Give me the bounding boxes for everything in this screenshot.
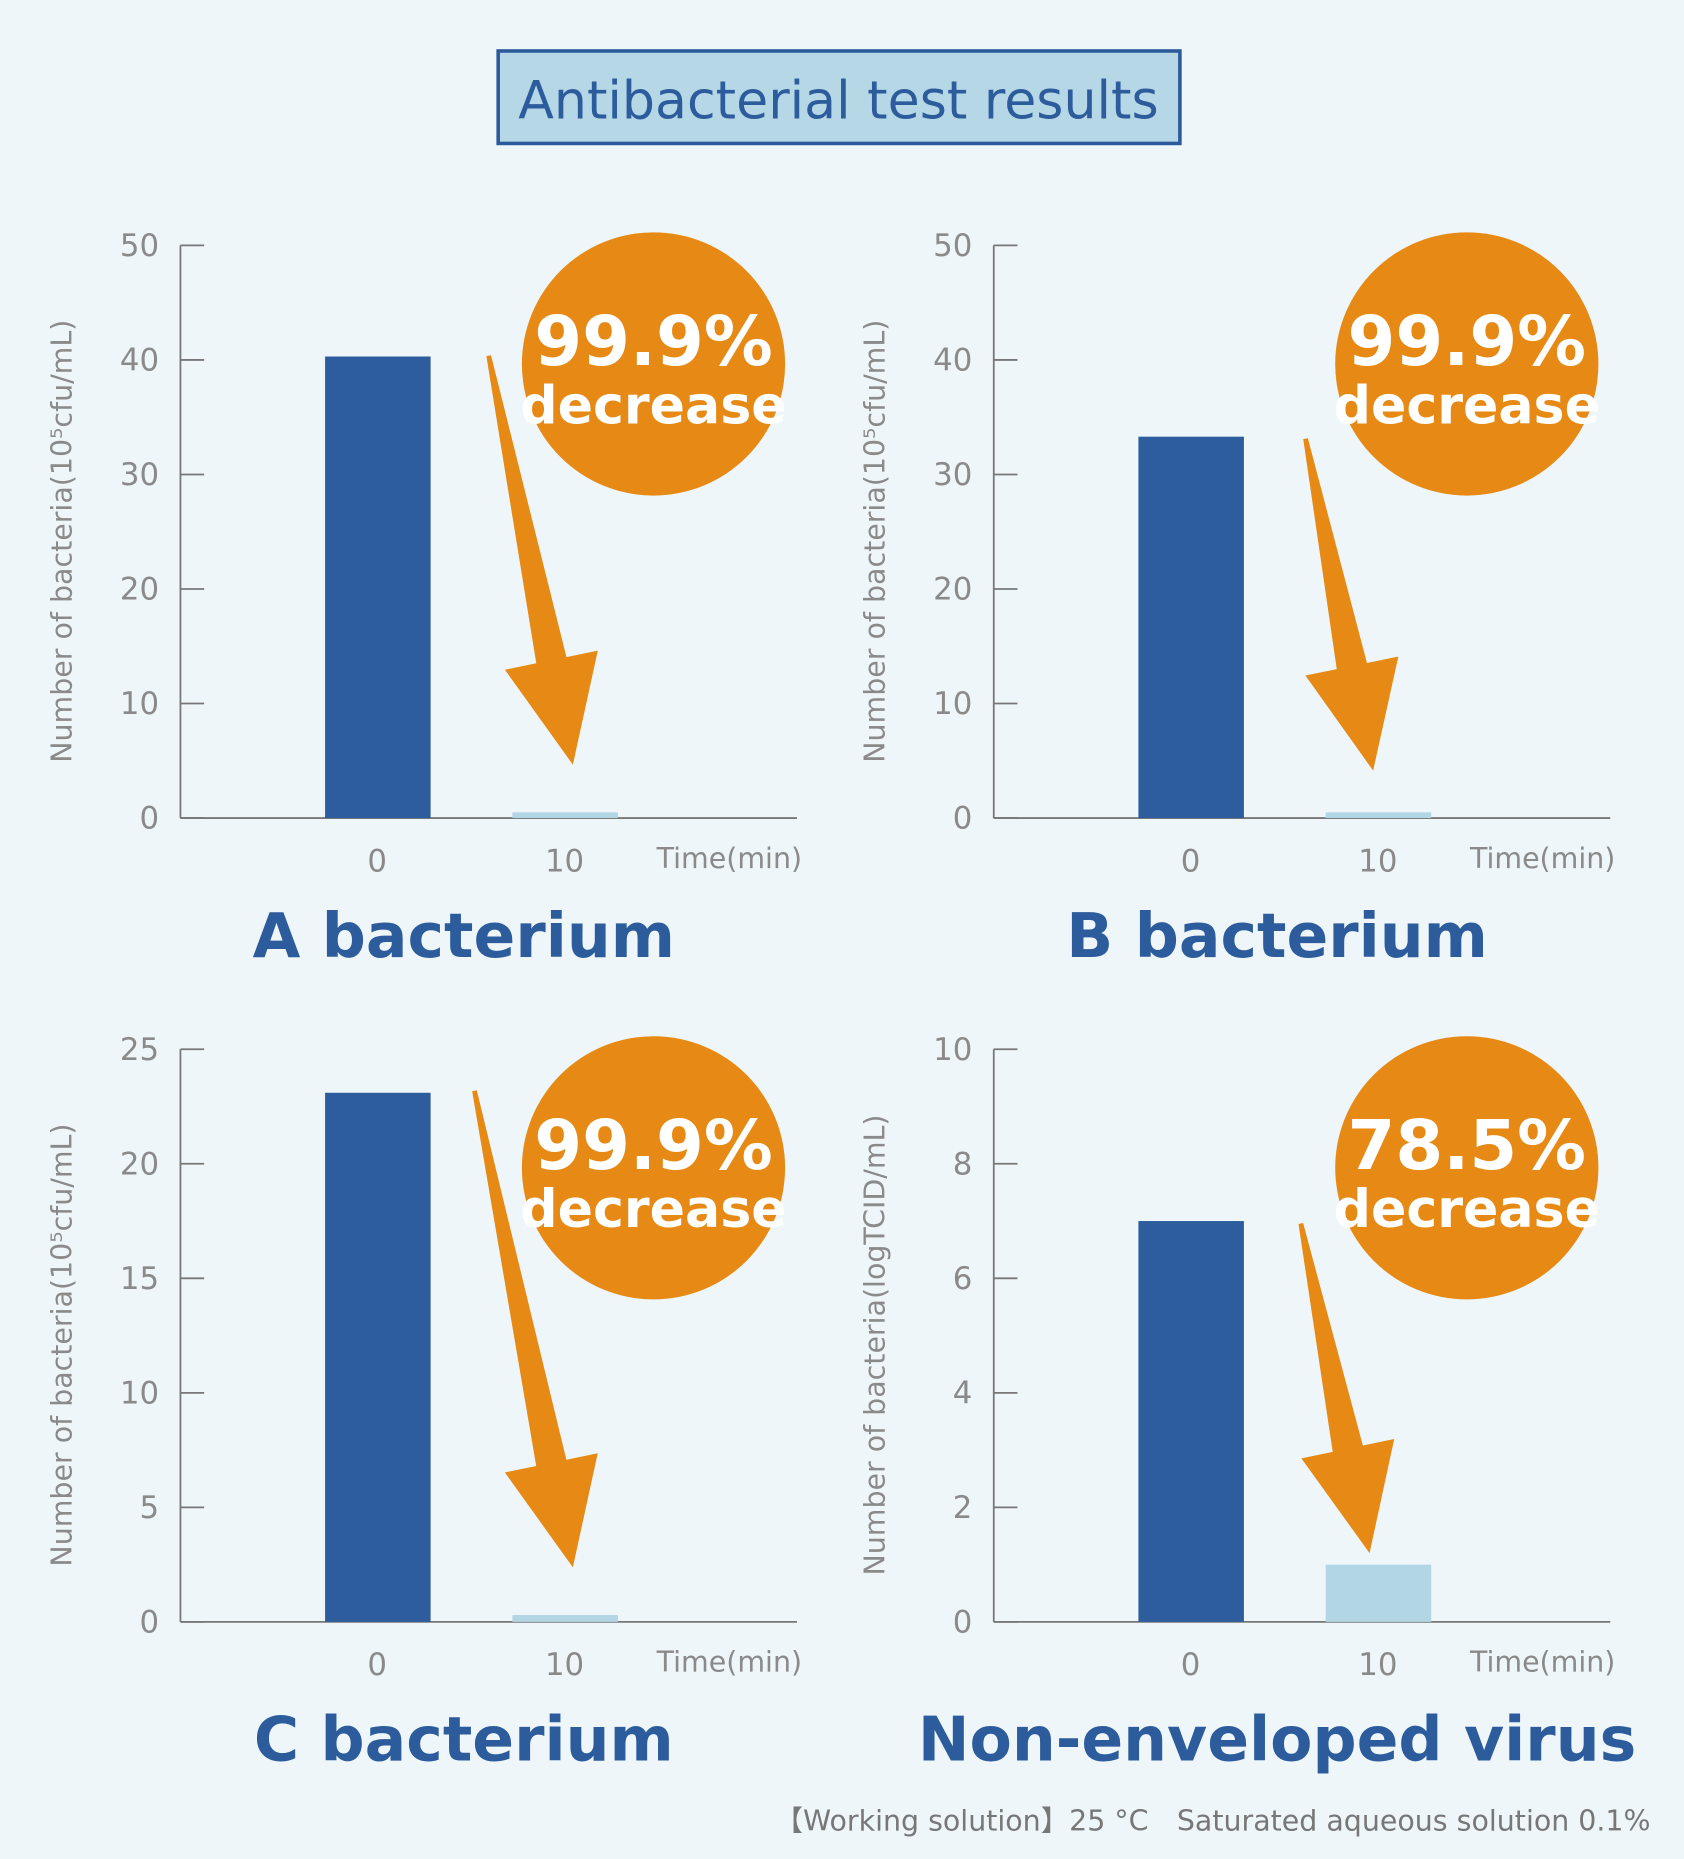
y-tick-label: 10 <box>120 1375 159 1411</box>
y-axis-label: Number of bacteria(10⁵cfu/mL) <box>859 320 892 763</box>
y-tick-label: 10 <box>933 686 972 722</box>
bar-10min <box>1325 812 1432 819</box>
y-axis-label: Number of bacteria(10⁵cfu/mL) <box>45 320 78 763</box>
y-tick-label: 15 <box>120 1261 159 1297</box>
y-tick-label: 0 <box>139 801 159 837</box>
chart-title: B bacterium <box>1066 900 1488 972</box>
y-tick-label: 20 <box>933 572 972 608</box>
badge-label: decrease <box>1334 1180 1600 1240</box>
title-box <box>496 49 1182 146</box>
decrease-badge <box>1335 232 1599 496</box>
x-tick-label: 0 <box>1181 1647 1201 1683</box>
y-axis-label: Number of bacteria(10⁵cfu/mL) <box>45 1124 78 1567</box>
chart-panel-4: 0 2 4 6 8 10 0 10 Time(min) Number of bacteria(lo… <box>859 1032 1637 1776</box>
y-tick-label: 20 <box>120 1146 159 1182</box>
decrease-badge <box>521 1036 786 1300</box>
y-tick-label: 40 <box>120 343 159 379</box>
chart-panel-2: 0 10 20 30 40 50 0 10 Time(min) Number of bacteri… <box>859 228 1616 972</box>
x-tick-label: 0 <box>1181 843 1201 879</box>
bar-10min <box>512 812 618 819</box>
page-title: Antibacterial test results <box>518 72 1158 132</box>
badge-label: decrease <box>1334 376 1600 436</box>
y-tick-label: 30 <box>120 457 159 493</box>
chart-panel-1: 0 10 20 30 40 50 0 10 Time(min) Number of bacteri… <box>45 228 802 972</box>
badge-percent: 99.9% <box>1348 302 1587 382</box>
chart-panel-3: 0 5 10 15 20 25 0 10 Time(min) Number of bacteria… <box>45 1032 802 1776</box>
badge-percent: 99.9% <box>534 1106 773 1186</box>
badge-percent: 99.9% <box>534 302 773 382</box>
footer-note: 【Working solution】25 °C Saturated aqueou… <box>775 1805 1651 1838</box>
x-tick-label: 10 <box>1358 1647 1397 1683</box>
decrease-badge <box>521 232 786 496</box>
y-tick-label: 30 <box>933 457 972 493</box>
y-tick-label: 8 <box>953 1146 973 1182</box>
y-tick-label: 2 <box>953 1490 973 1526</box>
bar-0min <box>1138 436 1244 819</box>
y-tick-label: 4 <box>953 1375 973 1411</box>
y-tick-label: 50 <box>120 228 159 264</box>
bar-0min <box>325 1092 431 1622</box>
y-tick-label: 10 <box>933 1032 972 1068</box>
chart-title: Non-enveloped virus <box>918 1704 1636 1776</box>
x-tick-label: 10 <box>1358 843 1397 879</box>
bar-0min <box>325 356 431 819</box>
x-axis-label: Time(min) <box>1469 1646 1615 1679</box>
down-arrow-icon <box>472 1090 598 1568</box>
x-tick-label: 10 <box>545 843 584 879</box>
y-tick-label: 10 <box>120 686 159 722</box>
bar-10min <box>1325 1564 1432 1622</box>
y-tick-label: 6 <box>953 1261 973 1297</box>
bar-10min <box>512 1615 618 1622</box>
badge-label: decrease <box>520 1180 786 1240</box>
x-tick-label: 0 <box>367 1647 387 1683</box>
x-tick-label: 0 <box>367 843 387 879</box>
down-arrow-icon <box>1303 438 1399 771</box>
down-arrow-icon <box>486 355 598 765</box>
x-axis-label: Time(min) <box>656 1646 802 1679</box>
y-tick-label: 40 <box>933 343 972 379</box>
y-tick-label: 5 <box>139 1490 159 1526</box>
chart-title: C bacterium <box>254 1704 674 1776</box>
badge-percent: 78.5% <box>1348 1106 1587 1186</box>
chart-title: A bacterium <box>253 900 675 972</box>
x-tick-label: 10 <box>545 1647 584 1683</box>
badge-label: decrease <box>520 376 786 436</box>
y-tick-label: 0 <box>139 1605 159 1641</box>
down-arrow-icon <box>1298 1223 1395 1554</box>
y-tick-label: 0 <box>953 801 973 837</box>
y-tick-label: 0 <box>953 1605 973 1641</box>
y-tick-label: 20 <box>120 572 159 608</box>
x-axis-label: Time(min) <box>656 842 802 875</box>
decrease-badge <box>1335 1036 1599 1300</box>
y-axis-label: Number of bacteria(logTCID/mL) <box>859 1115 892 1576</box>
y-tick-label: 50 <box>933 228 972 264</box>
x-axis-label: Time(min) <box>1469 842 1615 875</box>
y-tick-label: 25 <box>120 1032 159 1068</box>
bar-0min <box>1138 1221 1244 1622</box>
